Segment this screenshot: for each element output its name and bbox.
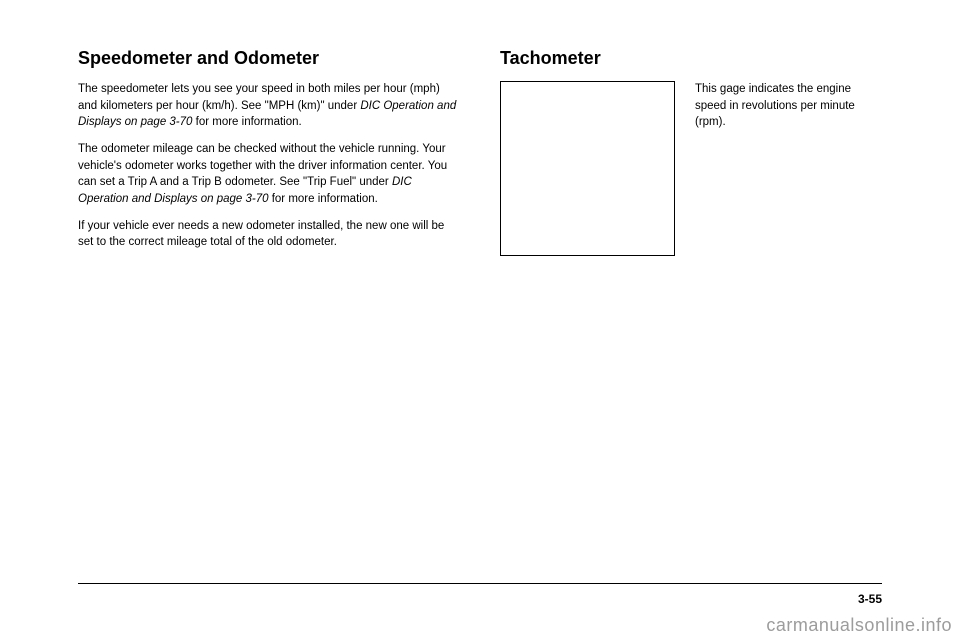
page-number: 3-55 — [858, 592, 882, 606]
left-section-title: Speedometer and Odometer — [78, 48, 460, 69]
right-column: Tachometer This gage indicates the engin… — [500, 48, 882, 261]
manual-page: Speedometer and Odometer The speedometer… — [0, 0, 960, 640]
left-paragraph-2: The odometer mileage can be checked with… — [78, 141, 460, 208]
right-section-title: Tachometer — [500, 48, 882, 69]
left-paragraph-3: If your vehicle ever needs a new odomete… — [78, 218, 460, 251]
p1-text-b: for more information. — [192, 116, 301, 128]
columns-container: Speedometer and Odometer The speedometer… — [78, 48, 882, 261]
watermark-text: carmanualsonline.info — [766, 615, 952, 636]
tachometer-image-placeholder — [500, 81, 675, 256]
p2-text-b: for more information. — [269, 193, 378, 205]
tachometer-description: This gage indicates the engine speed in … — [695, 81, 882, 131]
left-paragraph-1: The speedometer lets you see your speed … — [78, 81, 460, 131]
left-column: Speedometer and Odometer The speedometer… — [78, 48, 460, 261]
footer-divider — [78, 583, 882, 584]
right-content-row: This gage indicates the engine speed in … — [500, 81, 882, 256]
